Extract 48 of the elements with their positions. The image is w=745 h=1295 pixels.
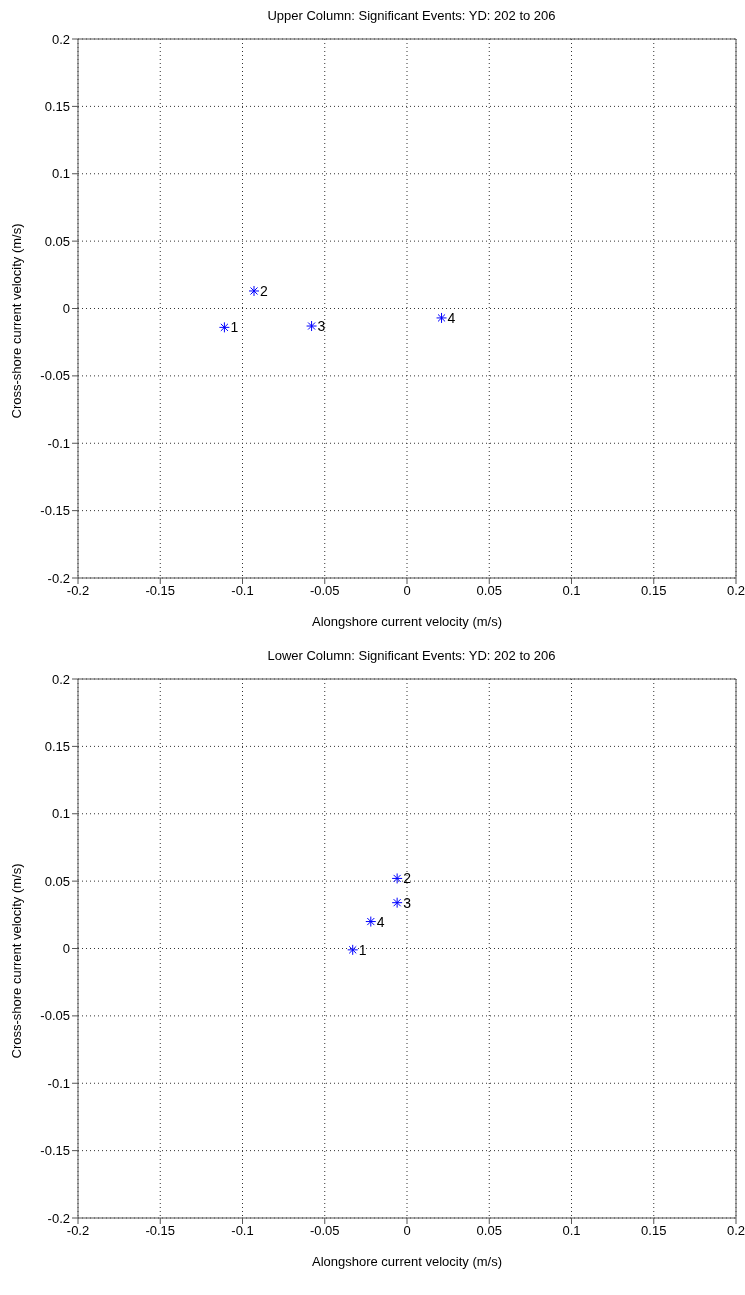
y-tick-label: 0.1 — [51, 166, 70, 182]
x-tick-label: 0.1 — [562, 1223, 581, 1239]
annotation: 1 — [230, 319, 239, 336]
y-tick-label: 0.2 — [51, 671, 70, 687]
y-tick-label: -0.05 — [40, 1008, 70, 1024]
y-tick-label: 0 — [62, 941, 70, 957]
y-axis-title: Cross-shore current velocity (m/s) — [8, 863, 24, 1059]
y-tick-label: -0.1 — [47, 1075, 70, 1091]
annotation: 4 — [447, 309, 456, 326]
x-tick-label: -0.05 — [309, 583, 340, 599]
y-tick-label: 0.05 — [44, 233, 70, 249]
x-tick-label: -0.1 — [231, 583, 254, 599]
y-tick-label: 0.2 — [51, 31, 70, 47]
x-tick-label: 0.2 — [726, 583, 745, 599]
annotation: 3 — [403, 894, 412, 911]
x-tick-label: -0.15 — [145, 583, 176, 599]
y-tick-label: 0.05 — [44, 873, 70, 889]
y-tick-label: 0.15 — [44, 738, 70, 754]
annotation: 2 — [403, 870, 412, 887]
x-tick-label: 0.05 — [476, 1223, 502, 1239]
x-tick-label: -0.05 — [309, 1223, 340, 1239]
x-tick-label: 0 — [403, 583, 411, 599]
y-tick-label: -0.2 — [47, 570, 70, 586]
x-axis-title: Alongshore current velocity (m/s) — [311, 614, 503, 629]
x-tick-label: 0.05 — [476, 583, 502, 599]
x-axis-title: Alongshore current velocity (m/s) — [311, 1254, 503, 1269]
y-tick-label: -0.15 — [40, 503, 70, 519]
y-tick-label: -0.05 — [40, 368, 70, 384]
annotation: 1 — [358, 941, 367, 958]
x-tick-label: 0.15 — [641, 1223, 667, 1239]
annotation: 4 — [376, 913, 385, 930]
x-tick-label: 0.2 — [726, 1223, 745, 1239]
y-tick-label: -0.1 — [47, 435, 70, 451]
y-tick-label: 0.1 — [51, 806, 70, 822]
x-tick-label: 0.15 — [641, 583, 667, 599]
annotation: 2 — [260, 282, 269, 299]
chart-title: Lower Column: Significant Events: YD: 202 to 206 — [266, 648, 557, 665]
x-tick-label: 0.1 — [562, 583, 581, 599]
y-tick-label: 0.15 — [44, 98, 70, 114]
x-tick-label: -0.15 — [145, 1223, 176, 1239]
annotation: 3 — [317, 317, 326, 334]
y-tick-label: -0.15 — [40, 1143, 70, 1159]
y-axis-title: Cross-shore current velocity (m/s) — [8, 223, 24, 419]
y-tick-label: -0.2 — [47, 1210, 70, 1226]
x-tick-label: 0 — [403, 1223, 411, 1239]
chart-title: Upper Column: Significant Events: YD: 202 to 206 — [266, 8, 557, 25]
y-tick-label: 0 — [62, 301, 70, 317]
x-tick-label: -0.1 — [231, 1223, 254, 1239]
